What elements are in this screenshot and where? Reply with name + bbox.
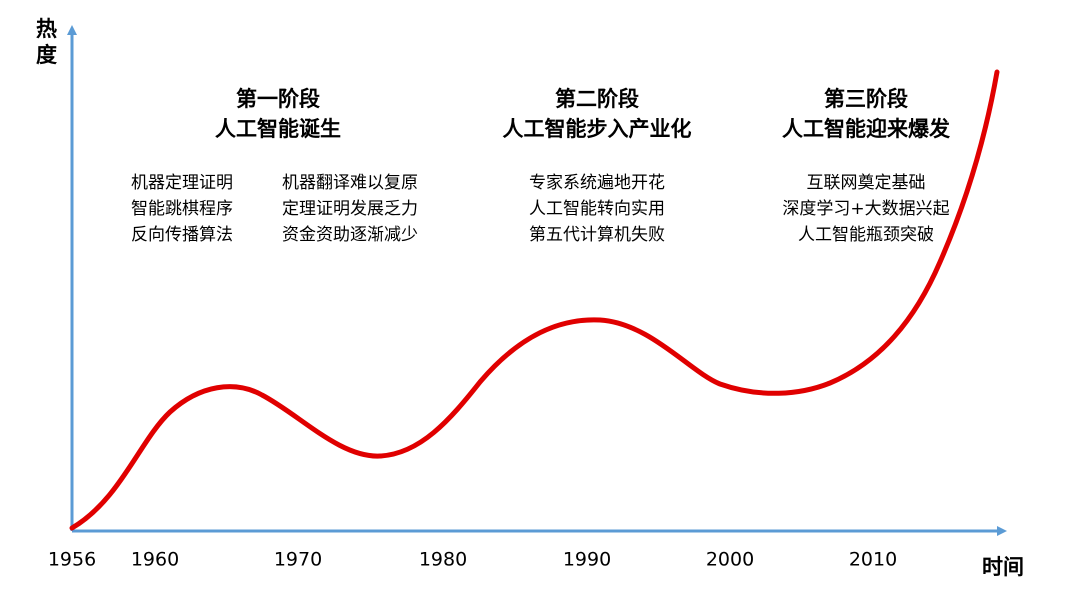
stage-item: 机器翻译难以复原: [282, 173, 418, 193]
stage-item: 深度学习+大数据兴起: [782, 199, 949, 219]
x-tick-label: 2000: [706, 549, 754, 571]
stage-item: 资金资助逐渐减少: [282, 225, 418, 245]
stage-item: 第五代计算机失败: [529, 225, 665, 245]
stage-subtitle: 人工智能迎来爆发: [782, 117, 951, 141]
x-tick-label: 1970: [274, 549, 322, 571]
trend-curve: [69, 69, 1000, 531]
x-tick-label: 1956: [48, 549, 96, 571]
stage-title: 第三阶段: [824, 87, 908, 111]
stage-item: 互联网奠定基础: [807, 173, 926, 193]
x-tick-label: 1990: [563, 549, 611, 571]
stage-item: 人工智能转向实用: [529, 199, 665, 219]
x-tick-label: 1980: [419, 549, 467, 571]
stage-title: 第一阶段: [236, 87, 320, 111]
stage-item: 反向传播算法: [131, 225, 233, 245]
y-axis-label-2: 度: [36, 43, 57, 67]
x-tick-label: 1960: [131, 549, 179, 571]
x-ticks: 1956 1960 1970 1980 1990 2000 2010: [48, 549, 897, 571]
stage-subtitle: 人工智能步入产业化: [503, 117, 692, 141]
stage-item: 智能跳棋程序: [131, 199, 233, 219]
stage-item: 专家系统遍地开花: [529, 173, 665, 193]
stage-title: 第二阶段: [555, 87, 639, 111]
x-axis-label: 时间: [982, 555, 1024, 579]
stage-item: 机器定理证明: [131, 173, 233, 193]
stage-item: 人工智能瓶颈突破: [798, 225, 934, 245]
stage-item: 定理证明发展乏力: [282, 199, 418, 219]
stage-subtitle: 人工智能诞生: [215, 117, 341, 141]
y-axis-label-1: 热: [36, 17, 57, 41]
x-tick-label: 2010: [849, 549, 897, 571]
